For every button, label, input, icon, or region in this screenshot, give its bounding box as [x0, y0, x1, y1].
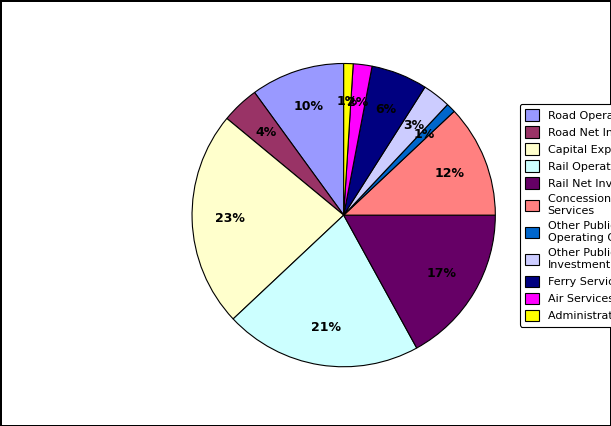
- Wedge shape: [343, 64, 372, 215]
- Wedge shape: [343, 66, 425, 215]
- Text: 3%: 3%: [403, 119, 424, 132]
- Text: 4%: 4%: [255, 126, 276, 139]
- Wedge shape: [343, 87, 447, 215]
- Text: 1%: 1%: [414, 128, 435, 141]
- Text: 17%: 17%: [426, 267, 456, 279]
- Legend: Road Operating Costs, Road Net Investment, Capital Expenditure, Rail Operating C: Road Operating Costs, Road Net Investmen…: [520, 104, 611, 327]
- Text: 1%: 1%: [337, 95, 358, 108]
- Wedge shape: [227, 92, 343, 215]
- Text: 6%: 6%: [375, 103, 396, 116]
- Wedge shape: [233, 215, 417, 367]
- Text: 2%: 2%: [347, 96, 368, 109]
- Text: 12%: 12%: [434, 167, 464, 180]
- Wedge shape: [343, 215, 496, 348]
- Wedge shape: [192, 118, 343, 319]
- Wedge shape: [343, 111, 496, 215]
- Wedge shape: [255, 63, 343, 215]
- Text: 23%: 23%: [215, 212, 245, 225]
- Wedge shape: [343, 63, 353, 215]
- Text: 21%: 21%: [311, 321, 341, 334]
- Wedge shape: [343, 105, 454, 215]
- Text: 10%: 10%: [293, 101, 324, 113]
